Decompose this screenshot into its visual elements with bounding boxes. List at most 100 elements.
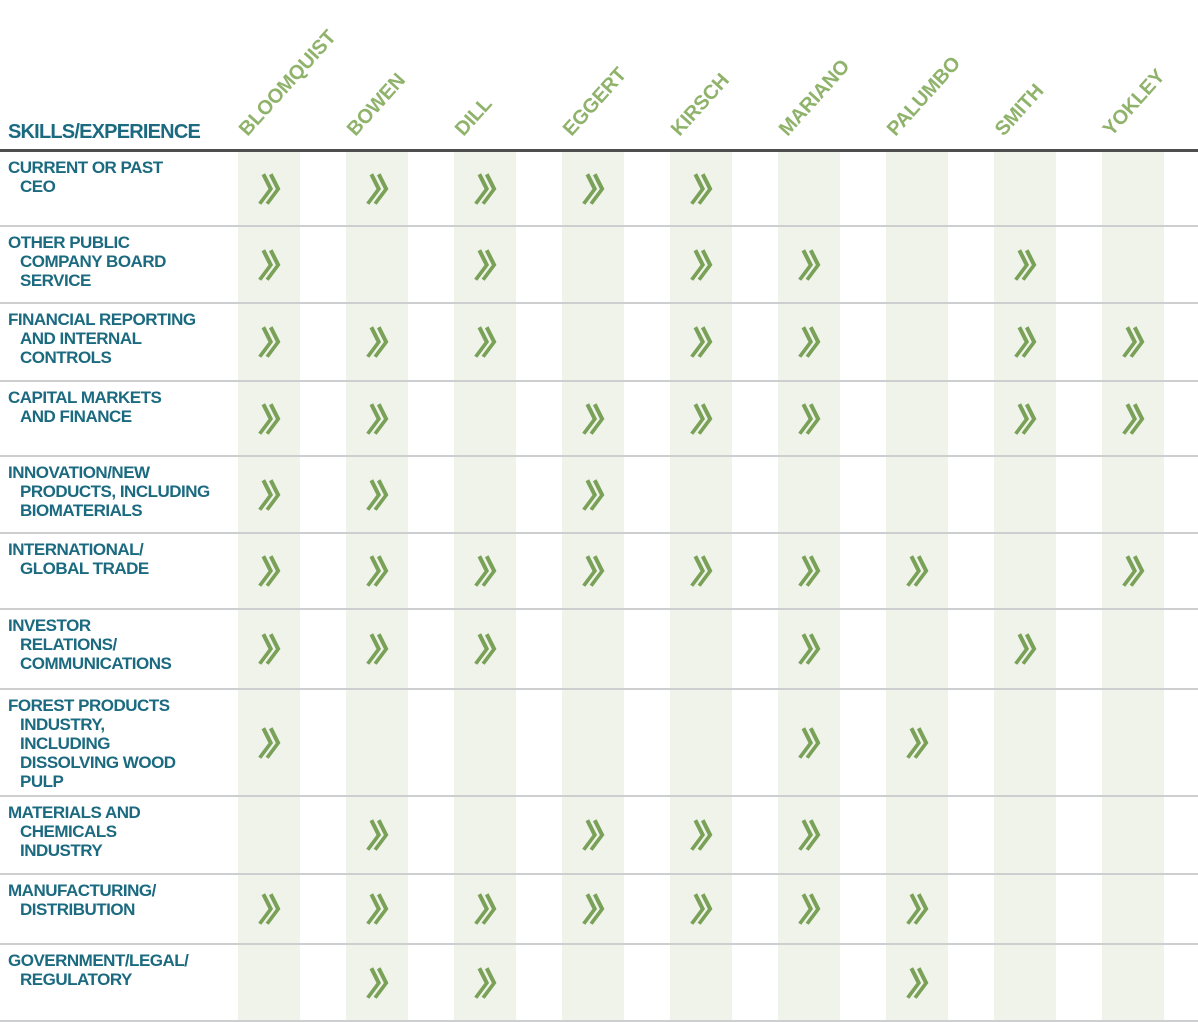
matrix-cell-bowen (346, 152, 454, 225)
column-stripe (670, 227, 732, 302)
director-name-yokley: YOKLEY (1098, 65, 1170, 141)
double-chevron-icon (798, 402, 821, 435)
column-stripe (238, 945, 300, 1020)
column-stripe (778, 610, 840, 688)
double-chevron-icon (798, 819, 821, 851)
double-chevron-icon (474, 633, 497, 665)
column-stripe (454, 382, 516, 455)
column-stripe (562, 610, 624, 688)
matrix-cell-bloomquist (238, 227, 346, 302)
column-stripe (238, 152, 300, 225)
skill-label-line: INNOVATION/NEW (8, 463, 150, 482)
double-chevron-icon (366, 326, 389, 358)
double-chevron-icon (366, 633, 389, 665)
skill-label-line: DISTRIBUTION (20, 900, 135, 919)
column-stripe (346, 304, 408, 380)
skill-row: FOREST PRODUCTS INDUSTRY, INCLUDING DISSOLV… (0, 690, 1198, 797)
column-stripe (670, 690, 732, 795)
column-stripe (454, 797, 516, 873)
column-stripe (238, 382, 300, 455)
matrix-cell-bowen (346, 610, 454, 688)
matrix-cell-eggert (562, 152, 670, 225)
double-chevron-icon (690, 248, 713, 281)
double-chevron-icon (582, 893, 605, 925)
double-chevron-icon (582, 819, 605, 851)
skill-row: FINANCIAL REPORTING AND INTERNAL CONTROLS (0, 304, 1198, 382)
matrix-cell-mariano (778, 304, 886, 380)
column-stripe (778, 534, 840, 608)
skill-label-line: AND INTERNAL (20, 329, 142, 348)
matrix-cell-bowen (346, 382, 454, 455)
column-stripe (670, 610, 732, 688)
matrix-cell-palumbo (886, 875, 994, 943)
matrix-cell-palumbo (886, 610, 994, 688)
column-stripe (238, 610, 300, 688)
skill-label-line: INDUSTRY, (20, 715, 105, 734)
column-stripe (562, 875, 624, 943)
double-chevron-icon (258, 893, 281, 925)
matrix-cell-yokley (1102, 875, 1198, 943)
matrix-cell-mariano (778, 690, 886, 795)
matrix-cell-yokley (1102, 945, 1198, 1020)
double-chevron-icon (474, 326, 497, 358)
column-stripe (670, 382, 732, 455)
column-stripe (1102, 945, 1164, 1020)
double-chevron-icon (690, 326, 713, 358)
column-stripe (562, 690, 624, 795)
matrix-cell-dill (454, 690, 562, 795)
double-chevron-icon (258, 478, 281, 511)
director-name-dill: DILL (450, 93, 497, 141)
double-chevron-icon (906, 893, 929, 925)
double-chevron-icon (1014, 633, 1037, 665)
column-stripe (994, 227, 1056, 302)
column-stripe (994, 610, 1056, 688)
skill-label-line: INDUSTRY (20, 841, 103, 860)
director-name-palumbo: PALUMBO (882, 52, 965, 141)
skill-label-line: CAPITAL MARKETS (8, 388, 162, 407)
column-stripe (886, 382, 948, 455)
double-chevron-icon (798, 726, 821, 759)
matrix-cell-bowen (346, 875, 454, 943)
skill-label-line: GLOBAL TRADE (20, 559, 149, 578)
column-stripe (454, 227, 516, 302)
column-stripe (670, 457, 732, 532)
double-chevron-icon (798, 326, 821, 358)
column-stripe (994, 152, 1056, 225)
matrix-cell-eggert (562, 945, 670, 1020)
skill-label-line: MATERIALS AND (8, 803, 141, 822)
column-stripe (346, 610, 408, 688)
column-stripe (454, 690, 516, 795)
matrix-cell-dill (454, 610, 562, 688)
double-chevron-icon (258, 726, 281, 759)
matrix-cell-eggert (562, 534, 670, 608)
double-chevron-icon (366, 966, 389, 999)
column-stripe (562, 457, 624, 532)
column-stripe (670, 304, 732, 380)
column-stripe (886, 457, 948, 532)
double-chevron-icon (798, 893, 821, 925)
skill-label-line: CEO (20, 177, 56, 196)
matrix-cell-dill (454, 875, 562, 943)
column-stripe (994, 457, 1056, 532)
matrix-cell-eggert (562, 690, 670, 795)
column-stripe (778, 152, 840, 225)
skill-row: INTERNATIONAL/GLOBAL TRADE (0, 534, 1198, 610)
column-stripe (1102, 875, 1164, 943)
double-chevron-icon (258, 248, 281, 281)
column-stripe (778, 797, 840, 873)
column-stripe (670, 534, 732, 608)
matrix-cell-bloomquist (238, 875, 346, 943)
column-stripe (994, 945, 1056, 1020)
matrix-cell-kirsch (670, 875, 778, 943)
matrix-cell-mariano (778, 382, 886, 455)
column-stripe (562, 152, 624, 225)
skill-label-line: COMMUNICATIONS (20, 654, 172, 673)
skill-row: CURRENT OR PAST CEO (0, 152, 1198, 227)
matrix-cell-bowen (346, 457, 454, 532)
matrix-cell-palumbo (886, 304, 994, 380)
matrix-cell-bloomquist (238, 797, 346, 873)
matrix-cell-bloomquist (238, 152, 346, 225)
column-stripe (562, 534, 624, 608)
double-chevron-icon (366, 893, 389, 925)
double-chevron-icon (690, 172, 713, 205)
